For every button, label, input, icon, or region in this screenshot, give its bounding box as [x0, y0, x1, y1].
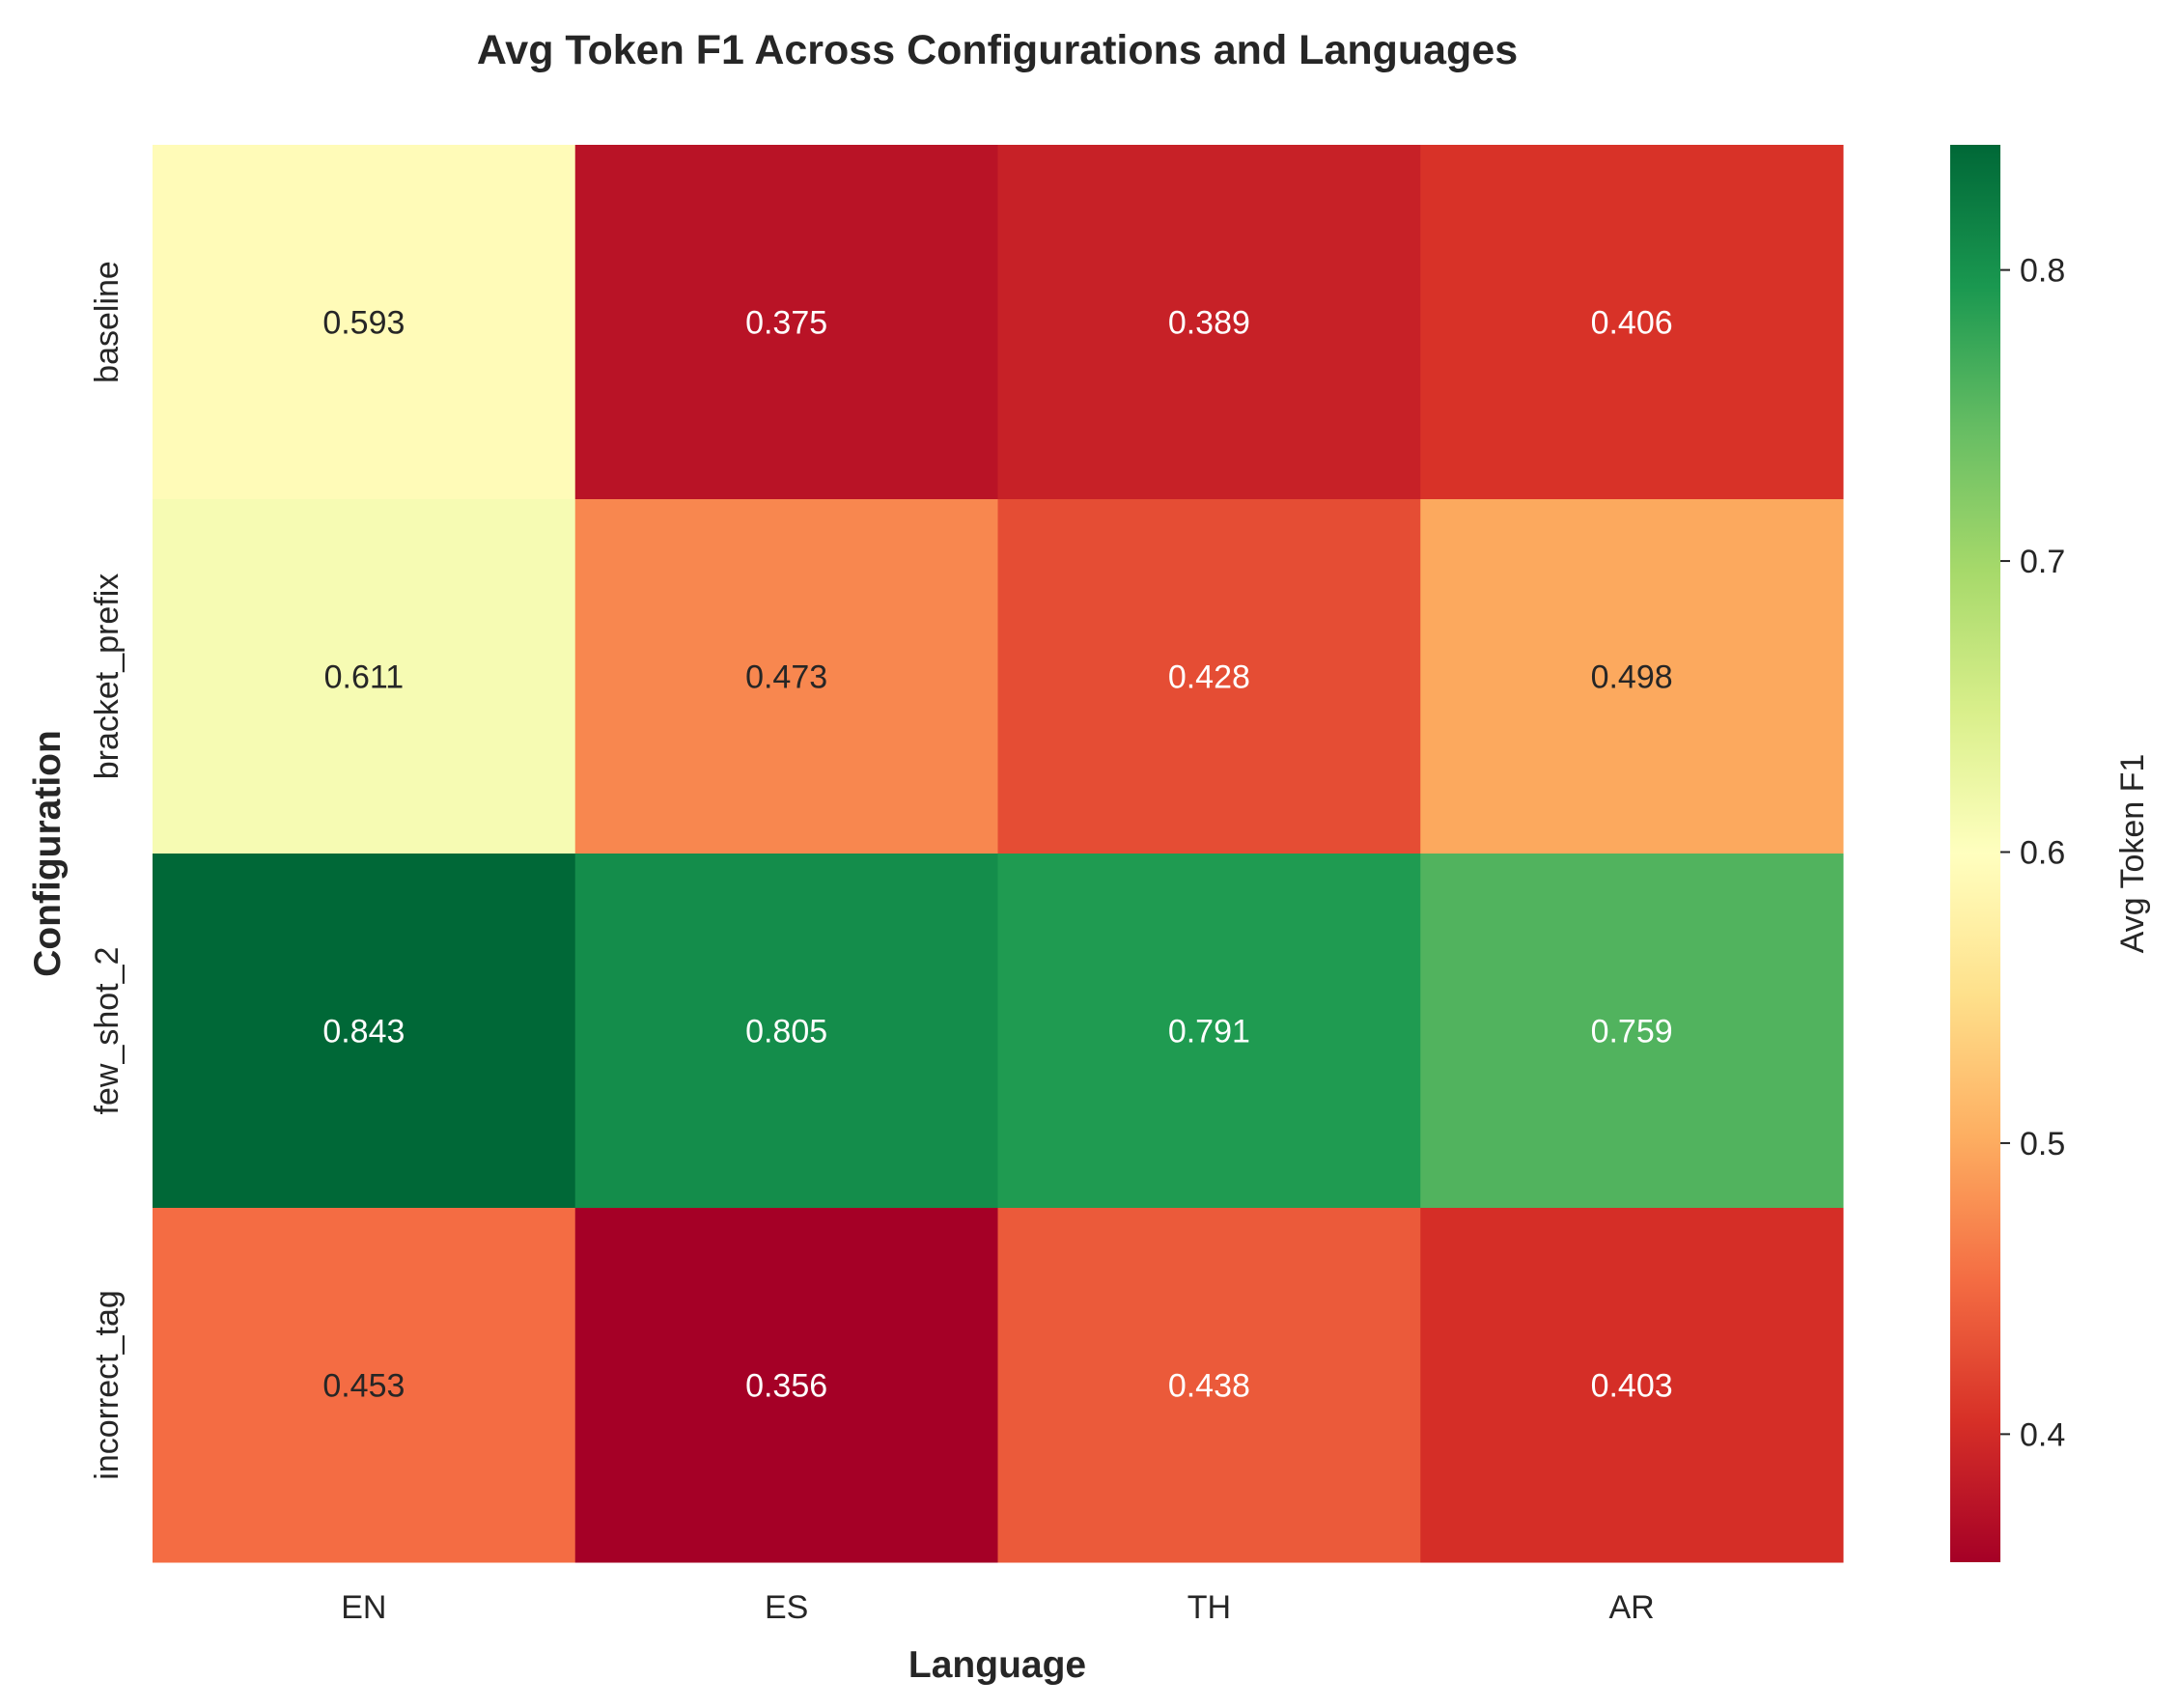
cell-value-label: 0.611	[324, 659, 405, 696]
cell-value-label: 0.389	[1168, 305, 1250, 342]
heatmap-cell	[1420, 499, 1844, 854]
colorbar-tick-label: 0.8	[2020, 253, 2065, 290]
heatmap-cell	[997, 854, 1421, 1209]
x-tick-label: AR	[1609, 1589, 1655, 1626]
heatmap-cell	[153, 1208, 576, 1563]
cell-value-label: 0.356	[745, 1368, 827, 1405]
y-tick-label: baseline	[89, 261, 126, 383]
cell-value-label: 0.438	[1168, 1368, 1250, 1405]
colorbar-tick-label: 0.5	[2020, 1126, 2065, 1162]
x-tick-label: ES	[765, 1589, 808, 1626]
heatmap-cell	[997, 145, 1421, 500]
heatmap-cell	[1420, 854, 1844, 1209]
heatmap-cell	[574, 145, 998, 500]
colorbar-ticks: 0.4 0.5 0.6 0.7 0.8	[2000, 253, 2065, 1453]
cell-value-label: 0.403	[1591, 1368, 1673, 1405]
cell-value-label: 0.843	[322, 1014, 405, 1050]
cell-value-label: 0.759	[1591, 1014, 1673, 1050]
x-axis-label: Language	[908, 1644, 1086, 1686]
x-tick-label: EN	[341, 1589, 386, 1626]
y-tick-label: few_shot_2	[89, 947, 126, 1115]
heatmap-cell	[997, 1208, 1421, 1563]
colorbar-tick-label: 0.6	[2020, 834, 2065, 871]
y-tick-label: incorrect_tag	[89, 1290, 126, 1480]
colorbar-tick-label: 0.7	[2020, 544, 2065, 580]
heatmap-cell	[574, 499, 998, 854]
heatmap-cell	[574, 854, 998, 1209]
cell-value-label: 0.375	[745, 305, 827, 342]
y-tick-labels: baseline bracket_prefix few_shot_2 incorrec…	[89, 261, 126, 1480]
heatmap-cell	[153, 499, 576, 854]
x-tick-label: TH	[1187, 1589, 1231, 1626]
cell-value-label: 0.453	[322, 1368, 405, 1405]
heatmap-cell	[574, 1208, 998, 1563]
heatmap-cell	[153, 854, 576, 1209]
heatmap-cell	[1420, 145, 1844, 500]
heatmap-cell	[153, 145, 576, 500]
heatmap-cell	[997, 499, 1421, 854]
colorbar-label: Avg Token F1	[2114, 754, 2151, 954]
cell-value-label: 0.498	[1591, 659, 1673, 696]
y-axis-label: Configuration	[27, 730, 69, 977]
heatmap-cells: 0.593 0.375 0.389 0.406 0.611 0.473 0.428 0.498…	[153, 145, 1844, 1563]
cell-value-label: 0.428	[1168, 659, 1250, 696]
x-tick-labels: EN ES TH AR	[341, 1589, 1654, 1626]
colorbar: 0.4 0.5 0.6 0.7 0.8 Avg Token F1	[1950, 145, 2151, 1562]
colorbar-tick-label: 0.4	[2020, 1416, 2065, 1453]
cell-value-label: 0.473	[745, 659, 827, 696]
cell-value-label: 0.406	[1591, 305, 1673, 342]
chart-title: Avg Token F1 Across Configurations and L…	[477, 27, 1518, 73]
y-tick-label: bracket_prefix	[89, 574, 126, 780]
heatmap-cell	[1420, 1208, 1844, 1563]
cell-value-label: 0.805	[745, 1014, 827, 1050]
cell-value-label: 0.791	[1168, 1014, 1250, 1050]
colorbar-gradient	[1950, 145, 2000, 1562]
cell-value-label: 0.593	[322, 305, 405, 342]
